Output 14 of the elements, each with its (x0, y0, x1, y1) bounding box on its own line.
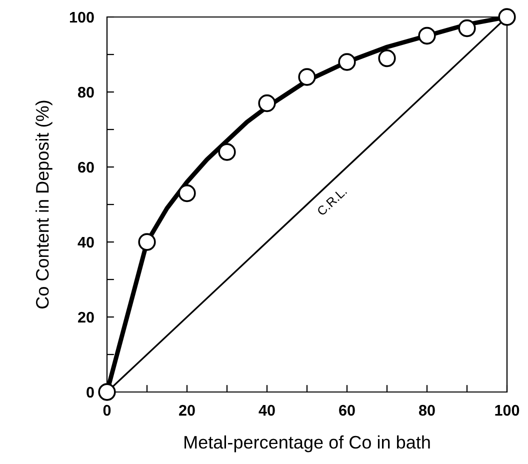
x-tick-label: 0 (103, 404, 111, 416)
x-tick-label: 40 (258, 404, 275, 416)
y-tick-label: 80 (78, 86, 94, 98)
y-tick-label: 0 (86, 386, 94, 398)
x-tick-label: 20 (179, 404, 195, 416)
x-tick-label: 100 (495, 404, 520, 416)
y-tick-label: 60 (78, 162, 94, 173)
y-tick-label: 40 (78, 236, 94, 248)
y-axis-title: Co Content in Deposit (%) (36, 100, 52, 308)
x-tick-label: 60 (339, 404, 355, 416)
x-axis-title: Metal-percentage of Co in bath (184, 435, 430, 452)
y-tick-label: 100 (70, 12, 94, 23)
x-tick-label: 80 (418, 404, 435, 416)
y-tick-label: 20 (78, 312, 94, 323)
